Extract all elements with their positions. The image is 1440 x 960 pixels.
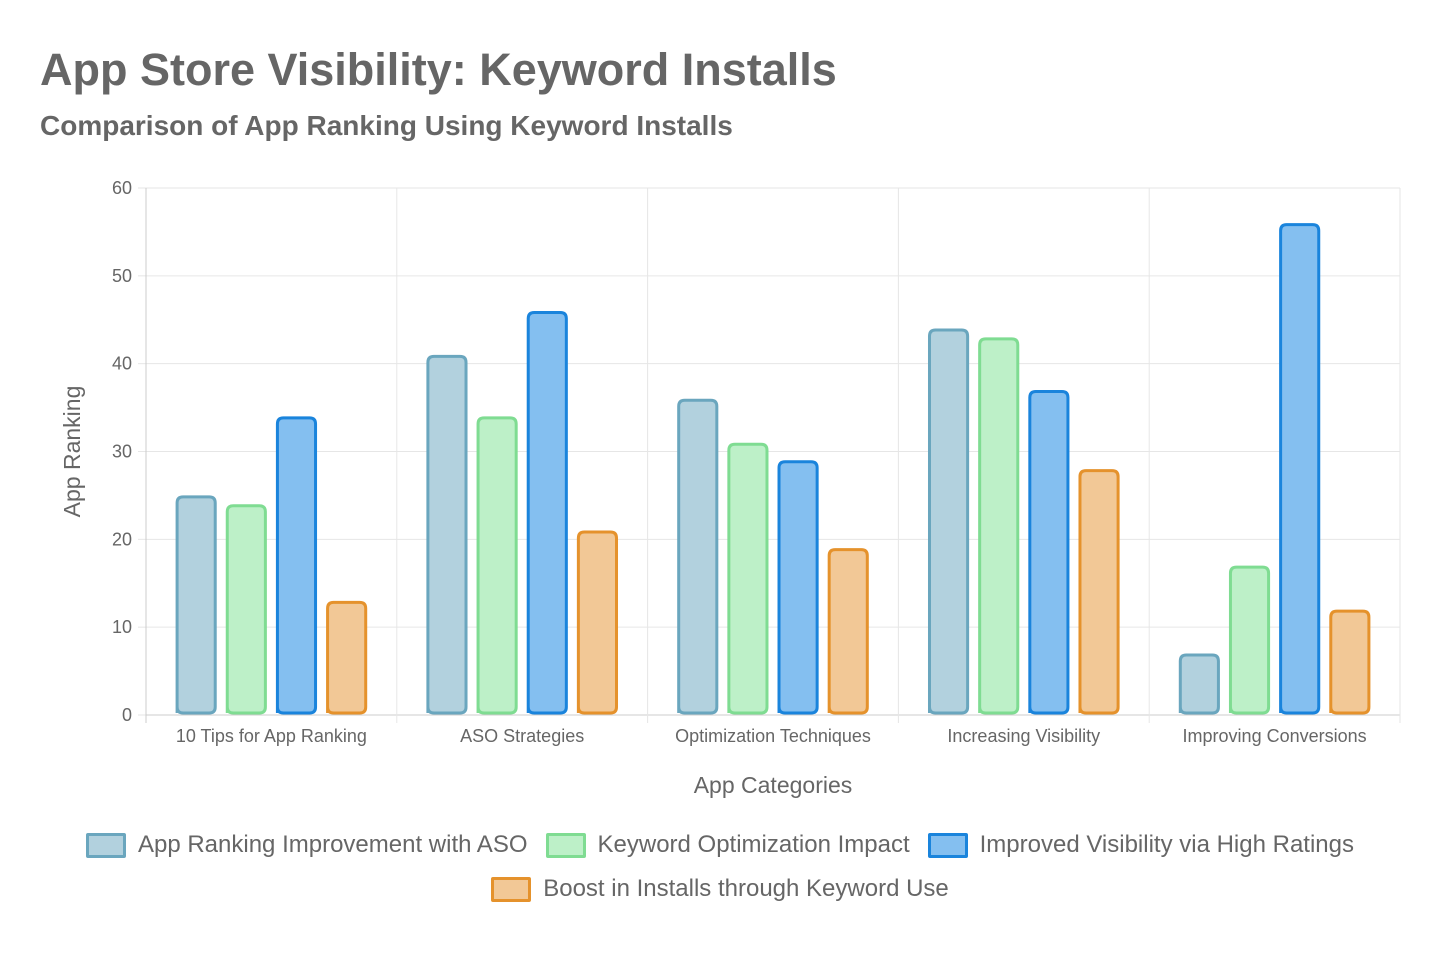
bar-chart: 0 10 20 30 40 50 60 10 Tips for App Ranking ASO… — [59, 178, 1401, 798]
legend-label: App Ranking Improvement with ASO — [137, 831, 528, 858]
chart-subtitle: Comparison of App Ranking Using Keyword … — [40, 110, 733, 141]
bar[interactable] — [426, 354, 468, 715]
bar[interactable] — [978, 337, 1020, 715]
legend-swatch — [85, 832, 126, 858]
bar[interactable] — [225, 504, 267, 715]
legend-item[interactable]: App Ranking Improvement with ASO — [85, 830, 528, 860]
bar[interactable] — [777, 460, 819, 715]
chart-legend: App Ranking Improvement with ASO Keyword … — [0, 830, 1440, 904]
x-axis-title: App Categories — [694, 772, 853, 798]
y-tick-label: 50 — [112, 266, 132, 286]
bar[interactable] — [326, 600, 368, 715]
bar[interactable] — [576, 530, 619, 715]
legend-item[interactable]: Boost in Installs through Keyword Use — [491, 874, 949, 904]
bar[interactable] — [1228, 565, 1271, 715]
legend-label: Boost in Installs through Keyword Use — [543, 875, 949, 902]
legend-swatch — [545, 832, 586, 858]
bar[interactable] — [175, 495, 217, 715]
bar[interactable] — [1178, 653, 1220, 715]
y-tick-label: 10 — [112, 617, 132, 637]
bars — [175, 223, 1371, 715]
legend-swatch — [491, 876, 532, 902]
legend-label: Keyword Optimization Impact — [597, 831, 910, 858]
y-tick-label: 60 — [112, 178, 132, 198]
x-tick-label: 10 Tips for App Ranking — [176, 726, 367, 746]
y-tick-label: 20 — [112, 529, 132, 549]
x-axis-ticks: 10 Tips for App Ranking ASO Strategies Opt… — [176, 726, 1367, 746]
legend-item[interactable]: Improved Visibility via High Ratings — [927, 830, 1355, 860]
y-tick-label: 30 — [112, 442, 132, 462]
bar[interactable] — [927, 328, 970, 715]
y-tick-label: 40 — [112, 354, 132, 374]
bar[interactable] — [677, 398, 719, 715]
bar[interactable] — [1028, 390, 1070, 715]
bar[interactable] — [1279, 223, 1321, 715]
x-tick-label: Optimization Techniques — [675, 726, 871, 746]
y-axis-title: App Ranking — [59, 386, 85, 518]
bar[interactable] — [476, 416, 518, 715]
bar[interactable] — [1078, 469, 1120, 715]
grid-lines — [138, 187, 1401, 723]
x-tick-label: Increasing Visibility — [947, 726, 1100, 746]
chart-title: App Store Visibility: Keyword Installs — [40, 44, 837, 95]
x-tick-label: ASO Strategies — [460, 726, 584, 746]
legend-item[interactable]: Keyword Optimization Impact — [545, 830, 910, 860]
y-tick-label: 0 — [122, 705, 132, 725]
bar[interactable] — [1329, 609, 1371, 715]
legend-label: Improved Visibility via High Ratings — [979, 831, 1355, 858]
bar[interactable] — [827, 548, 869, 715]
bar[interactable] — [526, 310, 568, 715]
x-tick-label: Improving Conversions — [1183, 726, 1367, 746]
y-axis-ticks: 0 10 20 30 40 50 60 — [112, 178, 132, 725]
bar[interactable] — [727, 442, 769, 715]
bar[interactable] — [275, 416, 318, 715]
legend-swatch — [927, 832, 968, 858]
